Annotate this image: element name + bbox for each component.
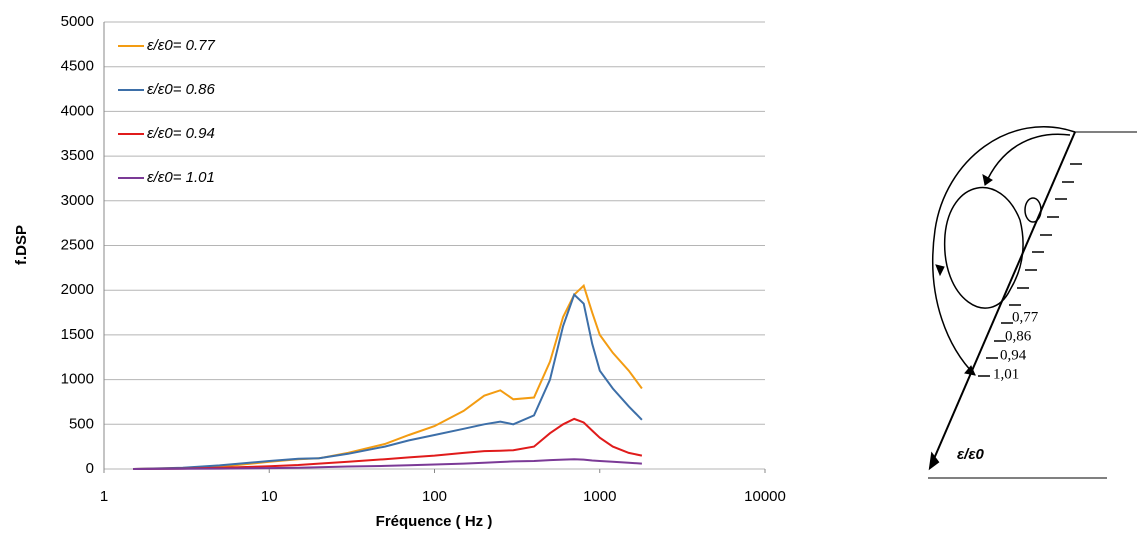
y-tick-label: 500 <box>69 415 94 432</box>
x-axis-title: Fréquence ( Hz ) <box>376 513 493 530</box>
series-line <box>133 458 642 470</box>
diagram-label: 0,77 <box>1012 309 1039 325</box>
series-line <box>133 417 643 470</box>
series-line <box>133 283 643 470</box>
y-tick-label: 2000 <box>61 281 94 298</box>
y-tick-label: 0 <box>86 460 94 477</box>
legend-label: ε/ε0= 0.77 <box>147 37 215 54</box>
diagram-label: 0,86 <box>1005 328 1032 344</box>
diagram-loop <box>984 133 1071 186</box>
y-tick-label: 1000 <box>61 371 94 388</box>
diagram-axis-label: ε/ε0 <box>957 446 985 463</box>
y-tick-label: 1500 <box>61 326 94 343</box>
legend-label: ε/ε0= 0.86 <box>147 81 215 98</box>
diagram-arrow <box>928 451 940 471</box>
x-tick-label: 100 <box>422 488 447 505</box>
y-tick-label: 4000 <box>61 102 94 119</box>
y-tick-label: 3000 <box>61 192 94 209</box>
diagram-loop <box>1024 197 1042 223</box>
y-tick-label: 4500 <box>61 58 94 75</box>
series-line <box>133 292 643 470</box>
y-axis-title: f.DSP <box>13 225 30 265</box>
diagram <box>928 126 1137 479</box>
diagram-label: 0,94 <box>1000 347 1027 363</box>
diagram-ticks <box>978 163 1082 377</box>
diagram-arrow <box>935 174 993 376</box>
x-tick-label: 1 <box>100 488 108 505</box>
legend-label: ε/ε0= 1.01 <box>147 169 215 186</box>
x-tick-label: 10 <box>261 488 278 505</box>
diagram-label: 1,01 <box>993 366 1019 382</box>
diagram-loop <box>931 126 1076 376</box>
y-tick-label: 3500 <box>61 147 94 164</box>
y-tick-label: 2500 <box>61 236 94 253</box>
legend-label: ε/ε0= 0.94 <box>147 125 215 142</box>
x-tick-label: 10000 <box>744 488 786 505</box>
y-tick-label: 5000 <box>61 13 94 30</box>
diagram-loop <box>944 186 1024 309</box>
x-tick-label: 1000 <box>583 488 616 505</box>
